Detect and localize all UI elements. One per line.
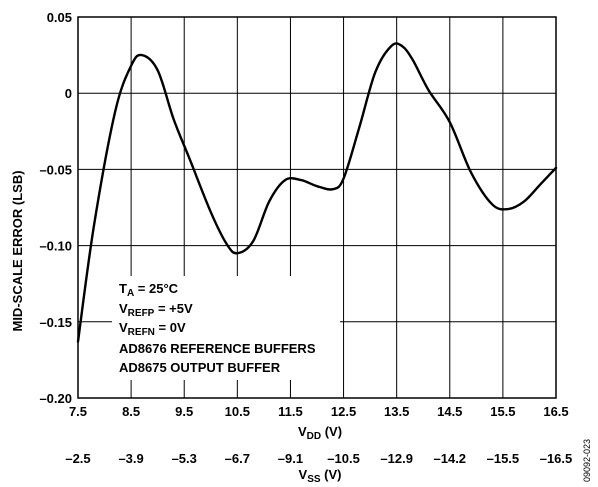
- y-tick-label: –0.05: [39, 162, 72, 177]
- x-tick-label: 8.5: [122, 404, 140, 419]
- plot-frame: [77, 16, 557, 399]
- y-tick-label: 0.05: [47, 10, 72, 25]
- x-tick-label: 13.5: [384, 404, 409, 419]
- x2-tick-label: –6.7: [225, 451, 250, 466]
- x-tick-label: 10.5: [225, 404, 250, 419]
- y-tick-label: –0.10: [39, 239, 72, 254]
- grid: [78, 17, 556, 398]
- x2-tick-label: –2.5: [65, 451, 90, 466]
- series-line: [76, 42, 558, 343]
- x2-tick-label: –14.2: [434, 451, 467, 466]
- annotation-block: TA = 25°C VREFP = +5V VREFN = 0V AD8676 …: [119, 281, 316, 375]
- x2-tick-label: –9.1: [278, 451, 303, 466]
- x-tick-label: 7.5: [69, 404, 87, 419]
- x-tick-label: 9.5: [175, 404, 193, 419]
- x-tick-label: 16.5: [543, 404, 568, 419]
- figure-id: 09092-023: [582, 439, 592, 482]
- annotation-vrefp: VREFP = +5V: [119, 301, 193, 319]
- series-layer: [76, 42, 558, 343]
- x-axis-title: VDD (V): [298, 424, 342, 442]
- tick-labels: 7.5 –2.5 8.5 –3.9 9.5 –5.3 10.5 –6.7 11.5 –9.1 12.…: [39, 10, 572, 466]
- annotation-ta: TA = 25°C: [119, 281, 179, 299]
- x2-tick-label: –16.5: [540, 451, 573, 466]
- x-tick-label: 11.5: [278, 404, 303, 419]
- y-tick-label: –0.15: [39, 315, 72, 330]
- y-axis-title: MID-SCALE ERROR (LSB): [10, 170, 25, 331]
- x-tick-label: 12.5: [331, 404, 356, 419]
- x-tick-label: 14.5: [437, 404, 462, 419]
- x2-tick-label: –12.9: [380, 451, 413, 466]
- y-tick-label: –0.20: [39, 391, 72, 406]
- x2-tick-label: –5.3: [172, 451, 197, 466]
- annotation-line4: AD8676 REFERENCE BUFFERS: [119, 341, 316, 356]
- x2-tick-label: –15.5: [487, 451, 520, 466]
- x2-axis-title: VSS (V): [299, 467, 342, 485]
- y-tick-label: 0: [65, 86, 72, 101]
- annotation-background: [112, 276, 340, 380]
- annotation-line5: AD8675 OUTPUT BUFFER: [119, 360, 281, 375]
- x-tick-label: 15.5: [490, 404, 515, 419]
- x2-tick-label: –3.9: [118, 451, 143, 466]
- annotation-vrefn: VREFN = 0V: [119, 320, 186, 338]
- x2-tick-label: –10.5: [327, 451, 360, 466]
